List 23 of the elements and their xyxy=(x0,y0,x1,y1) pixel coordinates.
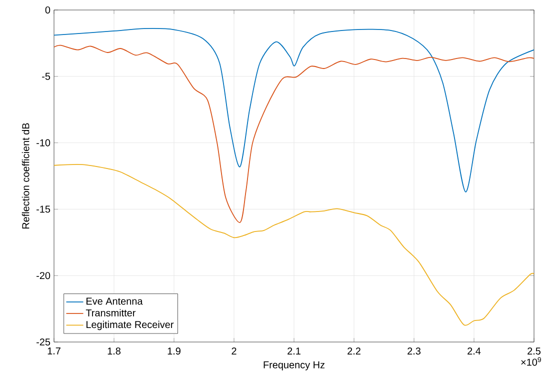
x-tick-label: 1.8 xyxy=(108,348,120,355)
legend-label: Legitimate Receiver xyxy=(86,320,174,330)
x-tick-label: 2.1 xyxy=(288,348,300,354)
text: ×10$^{9}$ xyxy=(521,357,541,366)
x-tick-label: 1.7 xyxy=(48,348,60,354)
y-tick-label: -20 xyxy=(36,272,50,280)
legend-label: Transmitter xyxy=(86,309,136,316)
legend-label: Eve Antenna xyxy=(86,298,143,305)
x-axis-title: Frequency Hz xyxy=(264,361,324,370)
x-tick-label: 2.3 xyxy=(408,348,420,355)
x-tick-label: 2 xyxy=(232,348,236,354)
x-tick-label: 2.5 xyxy=(528,348,541,355)
y-tick-label: -15 xyxy=(36,206,50,213)
y-tick-label: 0 xyxy=(45,6,50,14)
line-series xyxy=(54,28,534,192)
x-tick-label: 2.2 xyxy=(348,348,360,354)
y-tick-label: -25 xyxy=(36,338,50,346)
line-series xyxy=(54,44,534,223)
x-tick-label: 2.4 xyxy=(468,348,481,354)
y-tick-label: -10 xyxy=(36,139,50,146)
y-tick-label: -5 xyxy=(42,72,50,80)
x-tick-label: 1.9 xyxy=(168,348,180,355)
y-axis-title: Reflection coefficient dB xyxy=(22,123,30,229)
